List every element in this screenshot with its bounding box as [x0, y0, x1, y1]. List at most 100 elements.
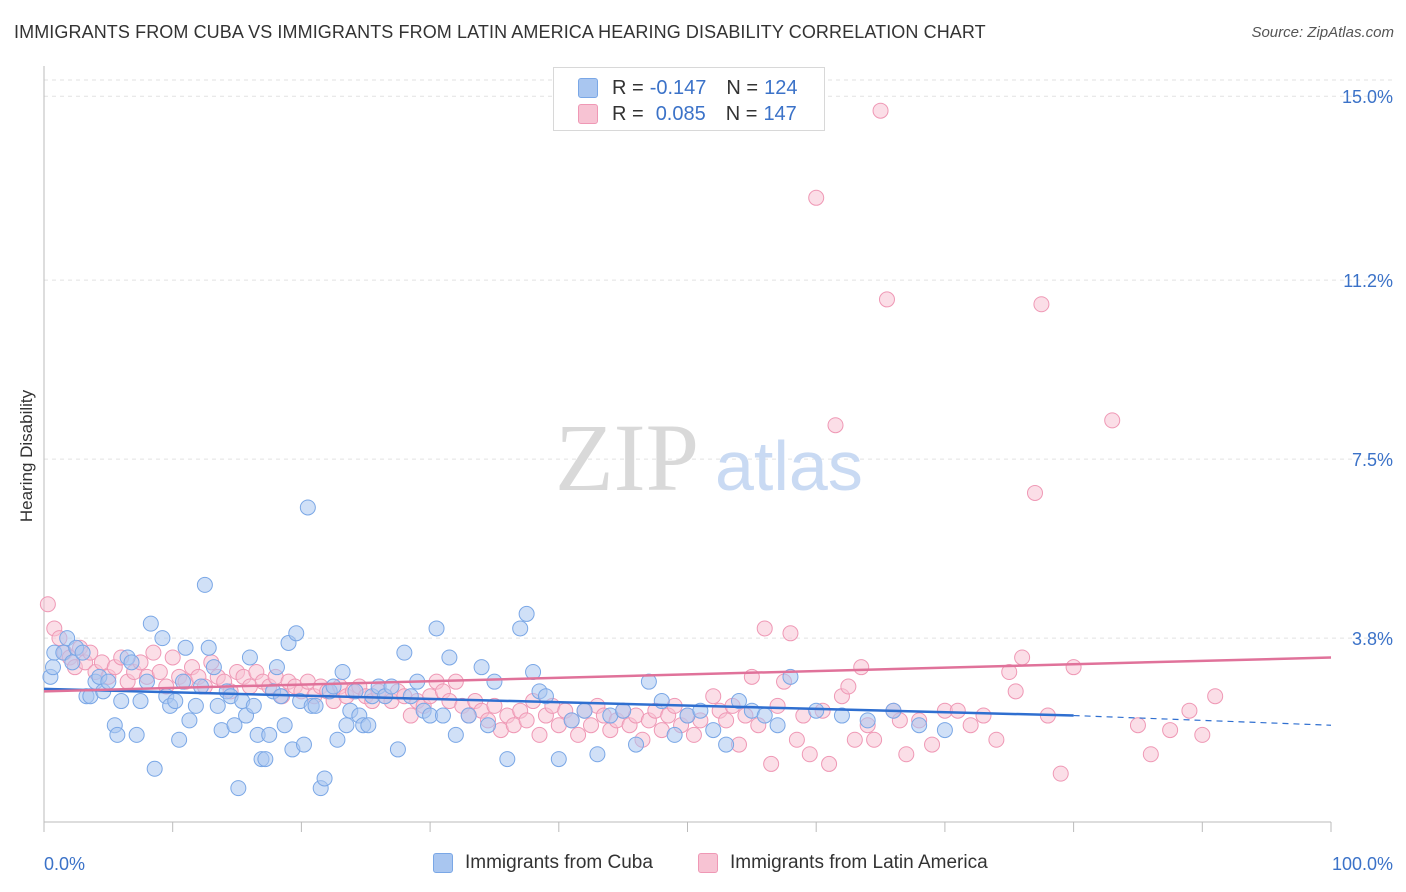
cuba-point — [756, 707, 773, 724]
legend-swatch-cuba — [578, 78, 598, 98]
latin-america-point — [718, 712, 735, 729]
latin-america-point — [1181, 702, 1198, 719]
latin-america-point — [949, 702, 966, 719]
cuba-point — [782, 668, 799, 685]
cuba-point — [473, 659, 490, 676]
legend-r-value-latam: 0.085 — [655, 102, 706, 125]
cuba-point — [209, 697, 226, 714]
cuba-point — [936, 722, 953, 739]
latin-america-point — [531, 726, 548, 743]
cuba-point — [132, 693, 149, 710]
cuba-point — [730, 693, 747, 710]
cuba-point — [167, 693, 184, 710]
latin-america-point — [164, 649, 181, 666]
cuba-point — [338, 717, 355, 734]
latin-america-point — [1033, 296, 1050, 313]
latin-america-point — [898, 746, 915, 763]
series-legend-cuba[interactable]: Immigrants from Cuba — [433, 852, 653, 874]
cuba-point — [288, 625, 305, 642]
cuba-point — [181, 712, 198, 729]
cuba-point — [205, 659, 222, 676]
cuba-point — [45, 659, 62, 676]
cuba-point — [146, 760, 163, 777]
y-tick-label: 15.0% — [1342, 87, 1393, 107]
cuba-point — [257, 751, 274, 768]
latin-america-point — [1014, 649, 1031, 666]
cuba-point — [389, 741, 406, 758]
legend-row-cuba: R = -0.147 N = 124 — [578, 75, 797, 101]
cuba-point — [628, 736, 645, 753]
x-tick-label-min: 0.0% — [44, 854, 85, 874]
latin-america-point — [853, 659, 870, 676]
latin-america-point — [756, 620, 773, 637]
cuba-point — [171, 731, 188, 748]
series-swatch-cuba — [433, 853, 453, 873]
cuba-point — [100, 673, 117, 690]
cuba-point — [295, 736, 312, 753]
latin-america-point — [705, 688, 722, 705]
legend-swatch-latam — [578, 104, 598, 124]
cuba-point — [226, 717, 243, 734]
cuba-point — [128, 726, 145, 743]
cuba-point — [428, 620, 445, 637]
cuba-point — [113, 693, 130, 710]
cuba-point — [402, 688, 419, 705]
cuba-point — [441, 649, 458, 666]
cuba-point — [666, 726, 683, 743]
latin-america-point — [808, 189, 825, 206]
cuba-point — [460, 707, 477, 724]
latin-america-point — [582, 717, 599, 734]
latin-america-point — [570, 726, 587, 743]
cuba-point — [230, 780, 247, 797]
cuba-point — [187, 697, 204, 714]
cuba-point — [769, 717, 786, 734]
cuba-point — [325, 678, 342, 695]
latin-america-point — [518, 712, 535, 729]
cuba-point — [64, 654, 81, 671]
latin-america-point — [821, 755, 838, 772]
latin-america-point — [1065, 659, 1082, 676]
trend-line-cuba-extension — [1073, 714, 1332, 726]
cuba-point — [718, 736, 735, 753]
latin-america-point — [145, 644, 162, 661]
latin-america-point — [866, 731, 883, 748]
series-legend-label-cuba: Immigrants from Cuba — [465, 852, 653, 873]
latin-america-point — [872, 102, 889, 119]
cuba-point — [911, 717, 928, 734]
cuba-point — [307, 697, 324, 714]
cuba-point — [396, 644, 413, 661]
source-label: Source: ZipAtlas.com — [1251, 24, 1394, 41]
cuba-point — [550, 751, 567, 768]
series-legend-latam[interactable]: Immigrants from Latin America — [698, 852, 988, 874]
cuba-point — [486, 673, 503, 690]
cuba-point — [833, 707, 850, 724]
latin-america-point — [962, 717, 979, 734]
latin-america-point — [788, 731, 805, 748]
cuba-point — [480, 717, 497, 734]
cuba-point — [74, 644, 91, 661]
x-tick-label-max: 100.0% — [1332, 854, 1393, 874]
latin-america-point — [801, 746, 818, 763]
legend-r-label: R = — [612, 102, 644, 125]
cuba-point — [512, 620, 529, 637]
latin-america-point — [1162, 722, 1179, 739]
trend-lines — [43, 656, 1332, 726]
cuba-point — [109, 726, 126, 743]
series-legend-label-latam: Immigrants from Latin America — [730, 852, 988, 873]
cuba-point — [276, 717, 293, 734]
cuba-point — [859, 712, 876, 729]
cuba-point — [563, 712, 580, 729]
cuba-point — [316, 770, 333, 787]
latin-america-point — [1207, 688, 1224, 705]
watermark-zip: ZIP — [555, 404, 699, 511]
axes — [43, 66, 1332, 832]
latin-america-point — [1001, 664, 1018, 680]
latin-america-point — [782, 625, 799, 642]
cuba-point — [434, 707, 451, 724]
latin-america-point — [878, 291, 895, 308]
cuba-point — [142, 615, 159, 632]
cuba-point — [360, 717, 377, 734]
cuba-point — [808, 702, 825, 719]
trend-line-latin-america — [43, 656, 1332, 693]
